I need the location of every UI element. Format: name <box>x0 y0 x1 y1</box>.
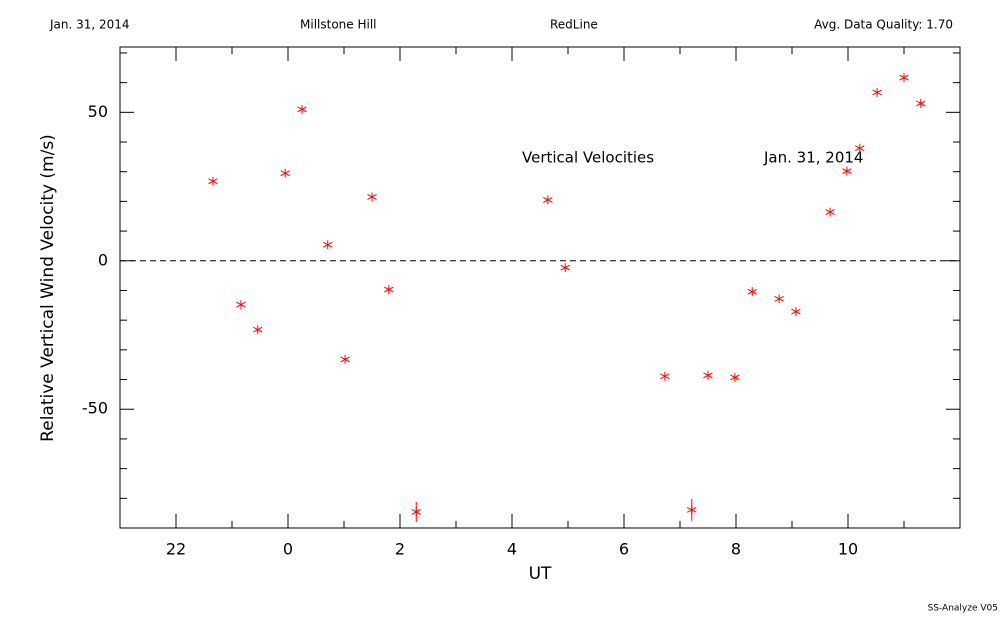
plot-frame <box>119 46 961 529</box>
point <box>323 240 333 250</box>
annotation: Vertical Velocities <box>522 149 654 167</box>
marker-stroke <box>899 74 909 81</box>
point <box>703 370 713 380</box>
marker-stroke <box>560 264 570 271</box>
marker-stroke <box>543 196 553 203</box>
x-tick-label: 8 <box>731 540 741 559</box>
point <box>842 166 852 176</box>
header-quality: Avg. Data Quality: 1.70 <box>814 18 953 32</box>
x-tick-label: 4 <box>507 540 517 559</box>
point <box>297 104 307 114</box>
marker-stroke <box>384 286 394 293</box>
marker-stroke <box>280 170 290 177</box>
point <box>660 371 670 381</box>
marker-stroke <box>660 373 670 380</box>
marker-stroke <box>916 100 926 107</box>
point <box>855 143 865 153</box>
marker-stroke <box>791 308 801 315</box>
marker-stroke <box>323 241 333 248</box>
marker-stroke <box>747 288 757 295</box>
header-site: Millstone Hill <box>300 18 376 32</box>
x-tick-label: 10 <box>838 540 858 559</box>
x-tick-label: 2 <box>395 540 405 559</box>
y-tick-label: 50 <box>88 102 108 121</box>
point <box>384 285 394 295</box>
y-tick-label: -50 <box>82 399 108 418</box>
point <box>236 300 246 310</box>
marker-stroke <box>253 326 263 333</box>
x-axis-label: UT <box>529 564 552 584</box>
point <box>208 176 218 186</box>
x-tick-label: 22 <box>166 540 186 559</box>
point <box>340 354 350 364</box>
marker-stroke <box>208 178 218 185</box>
marker-stroke <box>367 194 377 200</box>
point <box>280 168 290 178</box>
point <box>791 307 801 317</box>
point <box>253 325 263 335</box>
point <box>543 195 553 205</box>
marker-stroke <box>730 374 740 381</box>
point <box>872 87 882 97</box>
footer: SS-Analyze V05 <box>928 604 998 614</box>
x-tick-label: 0 <box>283 540 293 559</box>
y-axis-label: Relative Vertical Wind Velocity (m/s) <box>38 134 58 442</box>
marker-stroke <box>340 356 350 363</box>
marker-stroke <box>236 301 246 308</box>
header-date: Jan. 31, 2014 <box>49 18 130 32</box>
marker-stroke <box>703 372 713 379</box>
header-line: RedLine <box>550 18 598 32</box>
marker-stroke <box>297 106 307 113</box>
marker-stroke <box>842 168 852 175</box>
marker-stroke <box>825 209 835 215</box>
point <box>747 287 757 297</box>
point <box>774 294 784 304</box>
y-tick-label: 0 <box>98 250 108 269</box>
point <box>899 73 909 83</box>
annotation: Jan. 31, 2014 <box>763 149 863 167</box>
point <box>825 207 835 217</box>
marker-stroke <box>855 145 865 152</box>
x-tick-label: 6 <box>619 540 629 559</box>
point <box>367 192 377 202</box>
point <box>916 98 926 108</box>
marker-stroke <box>872 89 882 96</box>
point <box>730 372 740 382</box>
point <box>560 263 570 273</box>
marker-stroke <box>774 295 784 302</box>
